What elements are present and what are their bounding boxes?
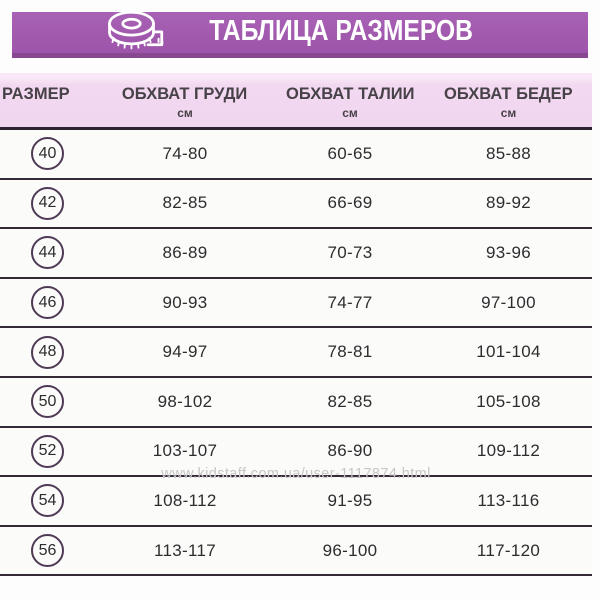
waist-cell: 91-95 <box>327 490 373 510</box>
waist-cell: 60-65 <box>327 143 373 163</box>
hips-cell: 101-104 <box>476 342 541 362</box>
hips-cell: 93-96 <box>486 242 531 262</box>
size-badge: 44 <box>31 236 64 270</box>
waist-cell: 74-77 <box>327 292 373 312</box>
hips-cell: 117-120 <box>476 540 541 560</box>
size-cell: 52 <box>0 434 95 468</box>
column-header-size: РАЗМЕР <box>0 73 95 127</box>
measuring-tape-icon <box>104 5 170 58</box>
table-row: 56 113-117 96-100 117-120 <box>0 526 592 577</box>
size-cell: 46 <box>0 286 95 320</box>
waist-cell: 82-85 <box>327 391 373 411</box>
column-header-waist-unit: см <box>342 106 358 120</box>
size-cell: 40 <box>0 137 95 171</box>
waist-cell: 70-73 <box>327 242 373 262</box>
chest-cell: 98-102 <box>157 391 213 411</box>
chest-cell: 74-80 <box>162 143 208 163</box>
chest-cell: 103-107 <box>152 441 218 461</box>
table-row: 54 108-112 91-95 113-116 <box>0 477 592 527</box>
size-cell: 48 <box>0 335 95 369</box>
column-header-chest: ОБХВАТ ГРУДИ см <box>95 73 275 127</box>
size-cell: 54 <box>0 484 95 518</box>
size-badge: 42 <box>31 186 64 220</box>
hips-cell: 113-116 <box>477 490 540 510</box>
table-body: 40 74-80 60-65 85-88 42 82-85 66-69 <box>0 130 592 577</box>
column-header-waist: ОБХВАТ ТАЛИИ см <box>275 73 425 127</box>
table-row: 48 94-97 78-81 101-104 <box>0 328 592 378</box>
hips-cell: 89-92 <box>486 193 531 213</box>
size-badge: 46 <box>31 286 64 320</box>
waist-cell: 78-81 <box>327 342 373 362</box>
column-header-waist-label: ОБХВАТ ТАЛИИ <box>285 84 415 103</box>
chest-cell: 94-97 <box>162 342 208 362</box>
page-title: ТАБЛИЦА РАЗМЕРОВ <box>209 15 473 47</box>
table-row: 42 82-85 66-69 89-92 <box>0 179 592 230</box>
chest-cell: 82-85 <box>162 193 208 213</box>
column-header-chest-unit: см <box>177 106 193 120</box>
title-banner: ТАБЛИЦА РАЗМЕРОВ <box>12 10 588 58</box>
size-cell: 42 <box>0 186 95 220</box>
hips-cell: 97-100 <box>481 292 536 312</box>
chest-cell: 86-89 <box>162 242 208 262</box>
size-cell: 50 <box>0 385 95 419</box>
waist-cell: 86-90 <box>327 441 373 461</box>
column-header-chest-label: ОБХВАТ ГРУДИ <box>122 84 248 103</box>
hips-cell: 105-108 <box>476 391 541 411</box>
column-header-hips-unit: см <box>500 106 517 120</box>
waist-cell: 96-100 <box>322 540 378 560</box>
table-row: 50 98-102 82-85 105-108 <box>0 377 592 428</box>
size-badge: 54 <box>31 484 64 518</box>
size-badge: 56 <box>31 534 64 568</box>
chest-cell: 108-112 <box>153 490 217 510</box>
table-row: 44 86-89 70-73 93-96 <box>0 229 592 279</box>
size-badge: 48 <box>31 335 64 369</box>
size-badge: 50 <box>31 385 64 419</box>
size-cell: 44 <box>0 236 95 270</box>
waist-cell: 66-69 <box>327 193 373 213</box>
chest-cell: 113-117 <box>154 540 216 560</box>
size-cell: 56 <box>0 534 95 568</box>
table-row: 46 90-93 74-77 97-100 <box>0 278 592 329</box>
table-row: 52 103-107 86-90 109-112 <box>0 427 592 478</box>
size-table: РАЗМЕР ОБХВАТ ГРУДИ см ОБХВАТ ТАЛИИ см О… <box>0 73 592 577</box>
column-header-size-label: РАЗМЕР <box>1 84 70 103</box>
size-badge: 52 <box>31 434 64 468</box>
size-badge: 40 <box>31 137 64 171</box>
column-header-hips: ОБХВАТ БЕДЕР см <box>425 73 592 127</box>
chest-cell: 90-93 <box>162 292 208 312</box>
hips-cell: 109-112 <box>476 441 541 461</box>
column-header-hips-label: ОБХВАТ БЕДЕР <box>444 84 573 103</box>
table-header-row: РАЗМЕР ОБХВАТ ГРУДИ см ОБХВАТ ТАЛИИ см О… <box>0 73 592 130</box>
table-row: 40 74-80 60-65 85-88 <box>0 130 592 180</box>
hips-cell: 85-88 <box>486 143 531 163</box>
